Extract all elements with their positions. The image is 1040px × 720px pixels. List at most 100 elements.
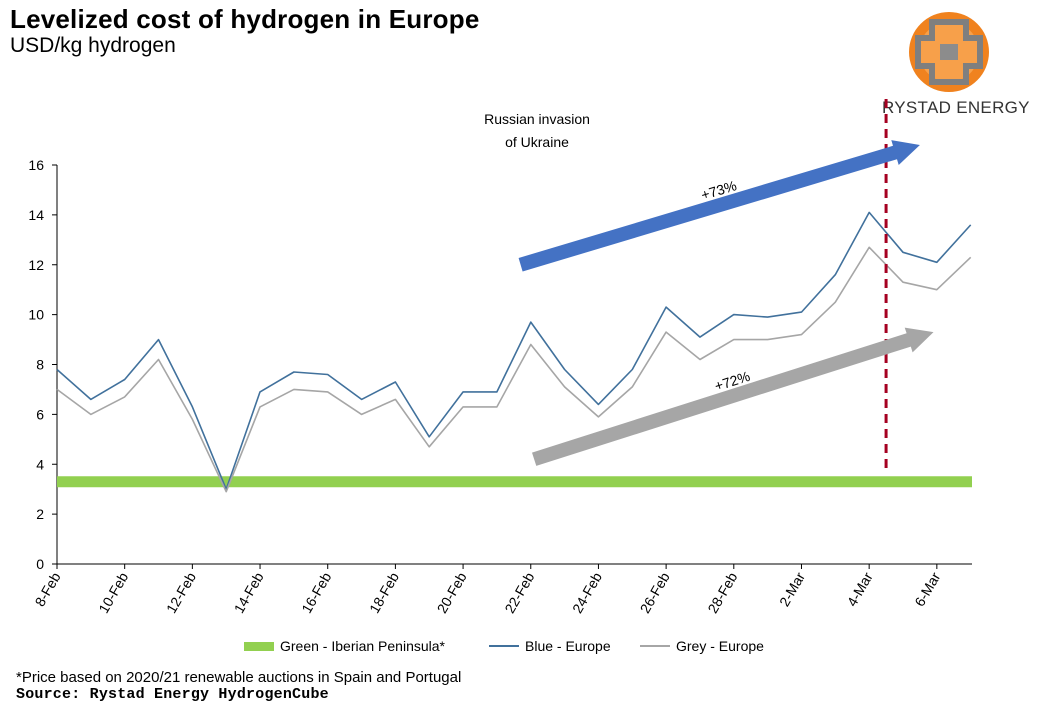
data-point-grey <box>360 413 362 415</box>
data-point-blue <box>259 391 261 393</box>
legend-item-green: Green - Iberian Peninsula* <box>244 638 445 654</box>
data-point-blue <box>157 338 159 340</box>
data-point-blue <box>597 403 599 405</box>
logo-wordmark: RYSTAD ENERGY <box>882 98 1030 117</box>
event-label-line2: of Ukraine <box>505 134 569 150</box>
x-tick-label: 10-Feb <box>95 569 131 616</box>
data-point-grey <box>733 338 735 340</box>
data-point-blue <box>394 381 396 383</box>
data-point-blue <box>191 406 193 408</box>
data-point-blue <box>631 368 633 370</box>
data-point-blue <box>428 436 430 438</box>
data-point-grey <box>225 490 227 492</box>
logo-grid-shape <box>915 19 983 85</box>
data-point-grey <box>868 246 870 248</box>
data-point-grey <box>800 333 802 335</box>
grey-arrow <box>532 327 934 466</box>
data-point-grey <box>462 406 464 408</box>
x-tick-label: 26-Feb <box>637 569 673 616</box>
data-point-grey <box>56 388 58 390</box>
data-point-blue <box>699 336 701 338</box>
data-point-grey <box>90 413 92 415</box>
data-point-blue <box>90 398 92 400</box>
data-point-blue <box>902 251 904 253</box>
data-point-grey <box>597 416 599 418</box>
data-point-grey <box>665 331 667 333</box>
data-point-grey <box>327 391 329 393</box>
footnote: *Price based on 2020/21 renewable auctio… <box>16 669 462 686</box>
x-tick-label: 12-Feb <box>163 569 199 616</box>
legend-swatch-green <box>244 641 274 651</box>
data-point-blue <box>293 371 295 373</box>
y-tick-label: 4 <box>36 456 44 472</box>
x-tick-label: 16-Feb <box>298 569 334 616</box>
legend-item-blue: Blue - Europe <box>489 638 611 654</box>
legend-label-green: Green - Iberian Peninsula* <box>280 638 445 654</box>
rystad-globe-logo-icon <box>909 12 989 92</box>
x-tick-label: 4-Mar <box>844 569 876 609</box>
data-point-blue <box>360 398 362 400</box>
series-blue-line <box>56 211 972 491</box>
data-point-blue <box>665 306 667 308</box>
legend-item-grey: Grey - Europe <box>640 638 764 654</box>
data-point-grey <box>699 358 701 360</box>
data-point-blue <box>936 261 938 263</box>
data-point-blue <box>733 313 735 315</box>
legend-label-blue: Blue - Europe <box>525 638 611 654</box>
data-point-blue <box>969 224 971 226</box>
data-point-blue <box>868 211 870 213</box>
x-tick-label: 22-Feb <box>501 569 537 616</box>
data-point-grey <box>293 388 295 390</box>
x-tick-label: 20-Feb <box>434 569 470 616</box>
data-point-blue <box>834 274 836 276</box>
x-tick-label: 18-Feb <box>366 569 402 616</box>
plot-area: 0 2 4 6 8 10 12 14 16 8-Feb 10-Feb 12-Feb 14-Feb 16-F… <box>28 99 972 616</box>
chart-title: Levelized cost of hydrogen in Europe <box>10 4 480 34</box>
chart-legend: Green - Iberian Peninsula* Blue - Europe… <box>0 638 1040 660</box>
data-point-grey <box>936 288 938 290</box>
data-point-grey <box>530 343 532 345</box>
y-tick-label: 10 <box>28 307 44 323</box>
y-tick-label: 16 <box>28 157 44 173</box>
y-tick-label: 8 <box>36 357 44 373</box>
y-tick-label: 12 <box>28 257 44 273</box>
y-tick-label: 14 <box>28 207 44 223</box>
x-tick-label: 8-Feb <box>31 569 63 609</box>
data-point-grey <box>259 406 261 408</box>
data-point-blue <box>56 368 58 370</box>
chart-subtitle: USD/kg hydrogen <box>10 34 176 57</box>
event-label-line1: Russian invasion <box>484 111 590 127</box>
data-point-grey <box>123 396 125 398</box>
y-tick-label: 0 <box>36 556 44 572</box>
data-point-blue <box>563 368 565 370</box>
x-tick-label: 28-Feb <box>704 569 740 616</box>
y-tick-label: 2 <box>36 506 44 522</box>
logo-center-block <box>940 44 958 60</box>
blue-arrow <box>518 140 920 272</box>
data-point-grey <box>834 301 836 303</box>
data-point-grey <box>902 281 904 283</box>
x-tick-label: 2-Mar <box>776 569 808 609</box>
x-tick-label: 24-Feb <box>569 569 605 616</box>
data-point-grey <box>496 406 498 408</box>
legend-swatch-blue <box>489 645 519 647</box>
legend-label-grey: Grey - Europe <box>676 638 764 654</box>
data-point-grey <box>157 358 159 360</box>
data-point-grey <box>969 256 971 258</box>
line-chart: 0 2 4 6 8 10 12 14 16 8-Feb 10-Feb 12-Feb 14-Feb 16-F… <box>28 99 972 616</box>
series-grey-line <box>56 246 972 493</box>
source-note: Source: Rystad Energy HydrogenCube <box>16 686 329 703</box>
x-tick-label: 6-Mar <box>911 569 943 609</box>
data-point-blue <box>496 391 498 393</box>
x-tick-label: 14-Feb <box>231 569 267 616</box>
legend-swatch-grey <box>640 645 670 647</box>
data-point-blue <box>766 316 768 318</box>
data-point-blue <box>462 391 464 393</box>
data-point-grey <box>766 338 768 340</box>
data-point-grey <box>394 398 396 400</box>
data-point-blue <box>800 311 802 313</box>
data-point-grey <box>563 386 565 388</box>
data-point-blue <box>530 321 532 323</box>
data-point-blue <box>327 373 329 375</box>
data-point-grey <box>428 446 430 448</box>
